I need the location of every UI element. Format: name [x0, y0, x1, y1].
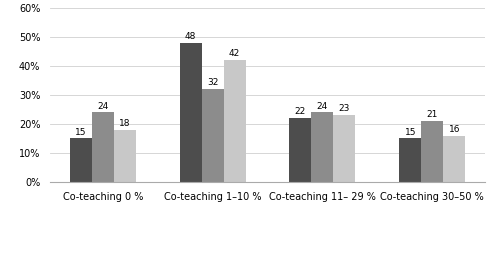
Text: 18: 18	[119, 119, 130, 128]
Legend: Grade 1-6, Grade 7-9, Total: Grade 1-6, Grade 7-9, Total	[170, 259, 364, 260]
Bar	[180, 43, 202, 182]
Text: 15: 15	[404, 128, 416, 137]
Bar	[70, 138, 92, 182]
Text: 48: 48	[185, 32, 196, 41]
Bar	[334, 115, 355, 182]
Text: 23: 23	[338, 105, 350, 113]
Bar	[444, 135, 465, 182]
Bar	[114, 130, 136, 182]
Text: 16: 16	[448, 125, 460, 134]
Text: 15: 15	[75, 128, 86, 137]
Text: 42: 42	[229, 49, 240, 58]
Text: 24: 24	[317, 102, 328, 110]
Bar	[422, 121, 444, 182]
Bar	[202, 89, 224, 182]
Bar	[224, 60, 246, 182]
Bar	[400, 138, 421, 182]
Text: 32: 32	[207, 78, 218, 87]
Bar	[290, 118, 312, 182]
Bar	[92, 112, 114, 182]
Text: 21: 21	[426, 110, 438, 119]
Bar	[312, 112, 334, 182]
Text: 24: 24	[97, 102, 108, 110]
Text: 22: 22	[295, 107, 306, 116]
